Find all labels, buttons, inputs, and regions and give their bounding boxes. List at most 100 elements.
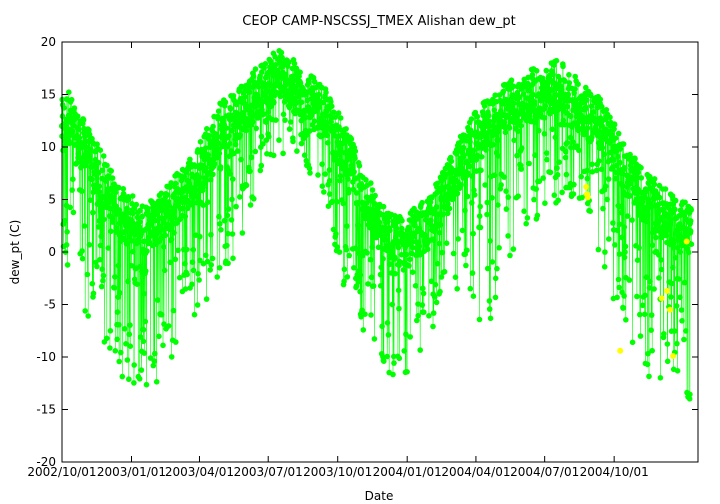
flagged-data-point <box>683 238 690 245</box>
data-point <box>166 202 173 209</box>
data-point <box>382 236 389 243</box>
data-point <box>395 287 402 294</box>
data-point <box>227 140 233 147</box>
data-point <box>474 113 481 120</box>
data-point <box>685 249 692 256</box>
data-point <box>584 125 591 131</box>
data-point <box>520 91 527 97</box>
data-point <box>335 110 342 116</box>
chart-title: CEOP CAMP-NSCSSJ_TMEX Alishan dew_pt <box>242 14 515 29</box>
data-point <box>466 163 473 170</box>
data-point <box>321 189 327 195</box>
data-point <box>233 203 239 210</box>
data-point <box>526 87 533 94</box>
data-point <box>578 173 584 180</box>
data-point <box>82 308 88 314</box>
data-point <box>503 188 509 194</box>
data-point <box>161 267 168 274</box>
data-point <box>645 211 651 218</box>
data-point <box>436 229 443 236</box>
data-point <box>489 195 495 201</box>
data-point <box>436 240 443 247</box>
data-point <box>629 217 635 223</box>
data-point <box>412 283 419 289</box>
data-point <box>135 237 141 243</box>
data-point <box>683 328 689 334</box>
data-point <box>396 258 403 265</box>
data-point <box>536 178 543 185</box>
data-point <box>127 343 134 350</box>
data-point <box>161 321 167 327</box>
data-point <box>467 139 473 145</box>
data-point <box>343 126 349 132</box>
data-point <box>189 281 195 288</box>
data-point <box>275 70 282 77</box>
data-point <box>207 144 214 150</box>
data-point <box>656 194 663 201</box>
data-point <box>99 266 105 273</box>
data-point <box>524 215 531 221</box>
data-point <box>495 128 501 135</box>
data-point <box>681 336 687 343</box>
data-point <box>324 132 331 139</box>
data-point <box>514 89 521 96</box>
data-point <box>407 334 414 340</box>
data-point <box>229 127 235 134</box>
data-point <box>489 259 496 265</box>
data-point <box>89 280 96 287</box>
data-point <box>427 217 434 224</box>
data-point <box>63 242 70 248</box>
data-point <box>422 232 429 239</box>
data-point <box>556 159 562 165</box>
data-point <box>387 261 393 268</box>
data-point <box>616 251 623 257</box>
data-point <box>395 244 402 251</box>
flagged-data-point <box>664 287 671 294</box>
data-point <box>430 310 437 316</box>
data-point <box>334 133 341 140</box>
data-point <box>205 199 211 205</box>
data-point <box>352 155 358 162</box>
data-point <box>627 181 633 187</box>
data-point <box>221 217 228 224</box>
data-point <box>643 274 650 281</box>
data-point <box>121 326 128 332</box>
data-point <box>288 119 294 125</box>
data-point <box>667 217 674 224</box>
data-point <box>476 213 483 219</box>
data-point <box>115 262 122 269</box>
data-point <box>74 113 81 119</box>
data-point <box>470 293 477 300</box>
data-point <box>491 107 498 113</box>
data-point <box>443 240 450 246</box>
data-point <box>129 201 135 207</box>
data-point <box>100 272 107 279</box>
data-point <box>433 299 440 306</box>
data-point <box>316 104 323 111</box>
data-point <box>268 59 274 66</box>
data-point <box>124 357 131 363</box>
data-point <box>326 167 333 173</box>
data-point <box>218 227 224 233</box>
data-point <box>139 213 145 220</box>
data-point <box>441 268 448 275</box>
data-point <box>323 89 329 96</box>
data-point <box>595 246 602 253</box>
data-point <box>96 218 102 224</box>
data-point <box>128 262 135 269</box>
data-point <box>627 193 634 199</box>
data-point <box>86 127 92 133</box>
data-point <box>366 217 373 223</box>
data-point <box>288 81 295 87</box>
data-point <box>197 233 203 240</box>
data-point <box>392 270 399 277</box>
data-point <box>352 245 359 251</box>
data-point <box>555 197 561 204</box>
data-point <box>357 272 364 278</box>
data-point <box>117 290 123 296</box>
data-point <box>258 133 265 140</box>
data-point <box>599 123 606 129</box>
data-point <box>260 80 266 86</box>
data-point <box>330 109 337 115</box>
data-point <box>278 49 285 56</box>
